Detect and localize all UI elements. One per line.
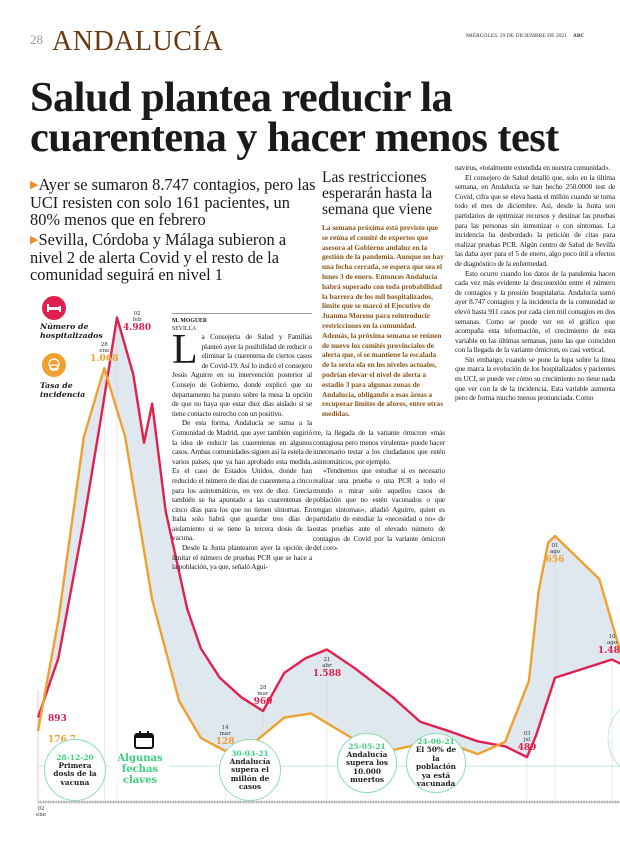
peak-date: 03 (523, 731, 531, 738)
dateline: MIÉRCOLES, 29 DE DICIEMBRE DE 2021 ABC (466, 33, 584, 39)
place: SEVILLA (172, 326, 197, 332)
peak-date: 10 (608, 633, 616, 640)
peak-label: 893 (48, 714, 67, 724)
triangle-bullet-icon: ▶ (30, 179, 39, 191)
peak-value: 1.588 (312, 668, 342, 679)
event-date: 30-03-21 (231, 748, 269, 758)
paragraph: El consejero de Salud detalló que, solo … (455, 172, 615, 268)
peak-date: jul (523, 737, 531, 744)
sidebar-body: La semana próxima está previsto que se r… (322, 223, 444, 419)
article-column-2: rre, la llegada de la variante ómicron «… (313, 428, 445, 553)
peak-value: 489 (517, 743, 537, 754)
peak-value: 960 (253, 697, 273, 708)
paragraph: Desde la Junta plantearon ayer la opción… (172, 543, 312, 572)
timeline-event: 25-05-21 Andalucía supera los 10.000 muer… (337, 733, 397, 793)
peak-value: 1.486 (597, 645, 620, 656)
peak-date: ago (606, 639, 618, 646)
paragraph: «Tendremos que estudiar si es necesario … (313, 466, 445, 553)
legend-hospitalizados: Número de hospitalizados (40, 322, 103, 340)
event-date: 24-06-21 (417, 737, 455, 747)
peak-date: 14 (221, 724, 229, 731)
peak-date: 28 (259, 685, 267, 692)
sidebar-title: Las restricciones esperarán hasta la sem… (322, 169, 433, 218)
peak-value: 893 (48, 713, 67, 724)
paragraph: Esto ocurre cuando los datos de la pande… (455, 268, 615, 355)
peak-label: 03 jul 489 (518, 731, 537, 753)
peak-label: 02 feb 4.980 (123, 311, 151, 333)
peak-date: feb (132, 317, 142, 324)
paragraph: navirus, «totalmente extendida en nuestr… (455, 163, 611, 172)
peak-label: 01 ago 656 (546, 543, 565, 565)
peak-value: 4.980 (123, 323, 152, 334)
event-date: 28-12-20 (56, 752, 94, 762)
peak-date: ago (549, 549, 561, 555)
paragraph: Sin embargo, cuando se pone la lupa sobr… (455, 354, 615, 403)
calendar-icon (134, 731, 154, 754)
page-number: 28 (30, 32, 43, 47)
peak-date: mar (257, 691, 269, 698)
peak-date: 21 (323, 656, 331, 663)
article-column-3: navirus, «totalmente extendida en nuestr… (455, 163, 615, 403)
timeline-title: Algunas fechas claves (110, 753, 170, 786)
section-title: ANDALUCÍA (52, 26, 223, 57)
author: M. MOGUER (172, 318, 208, 324)
brand-name: ABC (572, 33, 585, 39)
peak-label: 176,7 (48, 735, 76, 745)
event-text: Primera dosis de la vacuna (53, 760, 97, 787)
peak-date: 28 (100, 342, 108, 349)
peak-value: 1.068 (90, 354, 119, 365)
byline: M. MOGUER SEVILLA (172, 313, 312, 333)
fill-between-series (38, 317, 620, 758)
event-text: Andalucía supera los 10.000 muertos (345, 749, 389, 784)
timeline-bubble-partial (607, 708, 620, 768)
peak-date: 02 (133, 311, 141, 318)
peak-value: 176,7 (48, 735, 77, 746)
paragraph: rre, la llegada de la variante ómicron «… (313, 428, 445, 466)
page-headline: Salud plantea reducir la cuarentena y ha… (30, 74, 559, 161)
peak-label: 28 mar 960 (254, 685, 273, 707)
event-date: 25-05-21 (348, 741, 386, 751)
event-text: Andalucía supera el millón de casos (229, 756, 271, 791)
triangle-bullet-icon: ▶ (30, 234, 39, 246)
event-text: El 50% de la población ya está vacunada (415, 745, 457, 789)
peak-value: 656 (545, 555, 565, 565)
issue-date: MIÉRCOLES, 29 DE DICIEMBRE DE 2021 (466, 33, 567, 39)
x-tick-label: 02 ene (36, 806, 47, 818)
timeline-event: 24-06-21 El 50% de la población ya está v… (406, 733, 466, 793)
subhead: ▶Sevilla, Córdoba y Málaga subieron a ni… (30, 230, 287, 284)
mask-icon (42, 353, 66, 377)
timeline-event: 28-12-20 Primera dosis de la vacuna (44, 739, 106, 801)
legend-incidencia: Tasa de incidencia (40, 381, 86, 399)
peak-date: abr (322, 662, 332, 669)
peak-date: ene (99, 348, 110, 355)
paragraph: De esta forma, Andalucía se suma a la Co… (172, 418, 312, 543)
peak-label: 14 mar 128 (216, 725, 235, 747)
peak-label: 28 ene 1.068 (90, 342, 118, 364)
bed-icon (42, 296, 66, 320)
timeline-event: 30-03-21 Andalucía supera el millón de ca… (219, 739, 281, 801)
peak-date: 01 (551, 543, 559, 549)
peak-label: 21 abr 1.588 (313, 657, 341, 679)
peak-value: 128 (215, 736, 235, 747)
subheads: ▶Ayer se sumaron 8.747 contagios, pero l… (30, 176, 322, 286)
subhead: ▶Ayer se sumaron 8.747 contagios, pero l… (30, 175, 316, 229)
drop-cap: L (172, 327, 198, 373)
peak-date: mar (219, 730, 231, 737)
